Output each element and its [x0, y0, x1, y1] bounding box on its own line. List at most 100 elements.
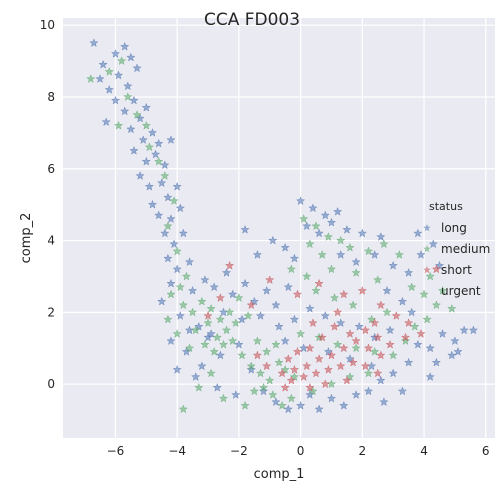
point-long [262, 285, 272, 295]
data-points [86, 38, 479, 414]
point-short [370, 318, 380, 328]
x-tick-label: 0 [297, 444, 305, 458]
point-medium [326, 264, 337, 274]
point-long [403, 357, 414, 367]
point-long [453, 346, 463, 356]
point-long [326, 217, 337, 227]
point-long [163, 192, 173, 202]
point-long [283, 404, 294, 414]
point-medium [234, 293, 244, 302]
point-long [172, 181, 182, 191]
x-tick-label: 2 [358, 444, 366, 458]
point-long [246, 364, 256, 374]
legend-marker-long [423, 224, 431, 232]
point-long [308, 203, 318, 213]
point-long [138, 135, 148, 144]
point-medium [447, 303, 457, 313]
point-long [385, 325, 395, 335]
point-long [388, 368, 398, 378]
point-medium [240, 400, 250, 410]
point-short [372, 368, 383, 378]
point-long [163, 253, 173, 263]
point-long [209, 282, 219, 292]
point-short [314, 354, 324, 363]
point-medium [329, 293, 340, 302]
point-long [197, 361, 207, 371]
point-medium [280, 364, 290, 374]
point-short [357, 285, 367, 295]
point-long [336, 249, 346, 259]
point-medium [224, 307, 235, 317]
point-long [129, 145, 139, 155]
point-medium [194, 382, 204, 392]
point-long [234, 339, 244, 349]
point-long [289, 314, 300, 324]
point-short [323, 364, 334, 374]
y-tick-label: 2 [47, 305, 55, 319]
point-medium [379, 239, 389, 249]
chart-title: CCA FD003 [204, 10, 300, 30]
point-medium [277, 400, 287, 410]
point-short [351, 336, 361, 346]
point-medium [132, 109, 142, 119]
point-short [215, 293, 226, 302]
point-long [280, 336, 290, 346]
point-medium [305, 239, 315, 249]
point-medium [317, 249, 327, 259]
point-medium [268, 389, 278, 399]
point-long [228, 289, 238, 299]
point-long [413, 228, 423, 238]
point-medium [370, 346, 380, 356]
point-short [299, 372, 309, 381]
point-long [363, 386, 374, 396]
point-long [110, 95, 121, 105]
x-tick-label: 6 [482, 444, 490, 458]
point-long [89, 38, 99, 48]
legend-label-urgent: urgent [441, 284, 481, 298]
point-short [305, 343, 315, 353]
point-medium [191, 325, 201, 335]
point-short [416, 328, 426, 338]
point-short [302, 361, 312, 371]
legend-label-medium: medium [441, 242, 490, 256]
point-medium [206, 303, 216, 313]
point-short [336, 361, 346, 371]
point-medium [237, 350, 247, 360]
point-medium [252, 336, 263, 346]
x-tick-label: −6 [107, 444, 125, 458]
point-medium [181, 271, 192, 281]
y-tick-label: 0 [47, 377, 55, 391]
point-long [283, 282, 293, 292]
point-medium [206, 368, 216, 378]
point-short [345, 328, 355, 338]
point-long [191, 372, 201, 381]
point-short [329, 321, 340, 331]
point-short [400, 332, 411, 342]
point-short [286, 375, 296, 385]
point-short [376, 300, 386, 310]
point-long [147, 128, 158, 137]
point-long [129, 95, 139, 105]
point-long [274, 321, 284, 331]
point-medium [172, 328, 182, 338]
point-long [351, 389, 361, 399]
point-long [320, 210, 330, 220]
point-long [237, 314, 247, 324]
point-medium [394, 249, 404, 259]
legend-marker-short [423, 266, 431, 274]
point-long [351, 257, 361, 267]
point-medium [209, 346, 219, 356]
point-medium [311, 221, 321, 231]
point-long [428, 239, 438, 249]
point-medium [265, 375, 275, 385]
point-long [141, 156, 151, 166]
point-medium [169, 196, 179, 206]
point-medium [308, 386, 318, 396]
point-medium [200, 339, 210, 349]
point-medium [212, 332, 222, 342]
point-long [289, 253, 300, 263]
point-medium [178, 404, 188, 414]
point-long [123, 81, 133, 91]
point-long [206, 328, 216, 338]
point-long [323, 346, 334, 356]
